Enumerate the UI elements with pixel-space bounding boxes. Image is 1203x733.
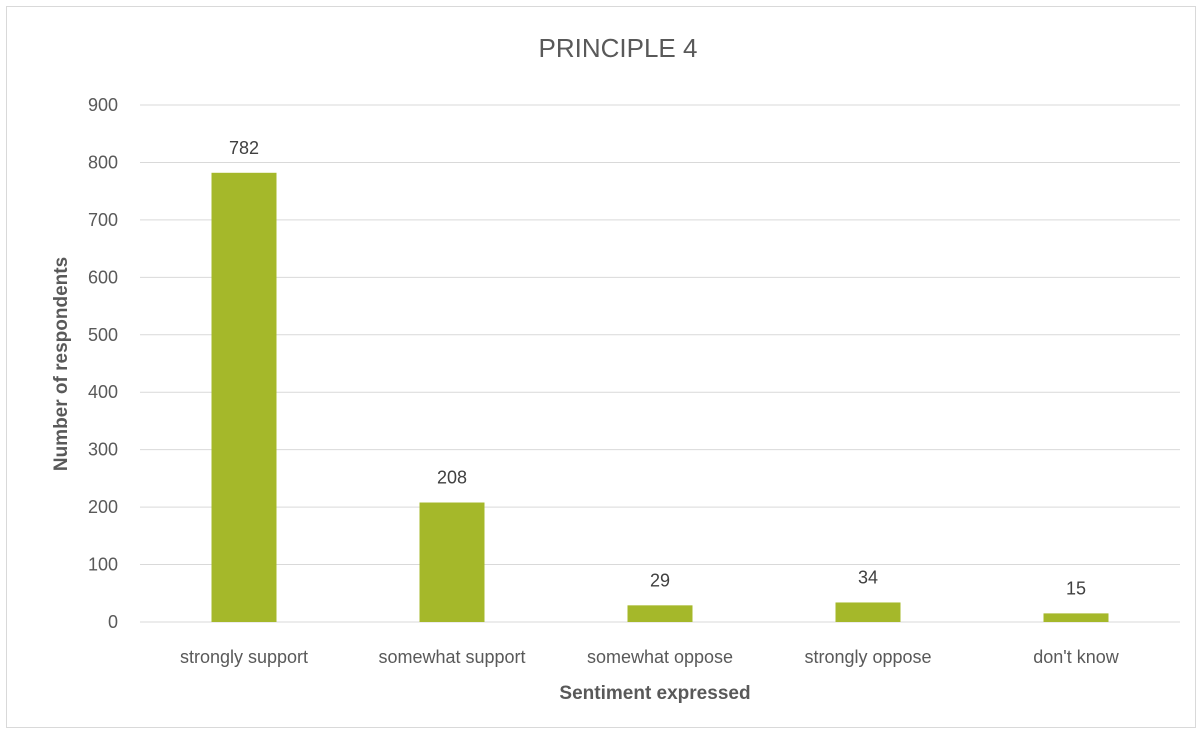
x-axis-title: Sentiment expressed (559, 683, 750, 704)
y-tick-label: 300 (88, 440, 118, 460)
data-label: 15 (1066, 578, 1086, 598)
chart-frame (6, 6, 1196, 728)
y-axis-ticks: 0 100 200 300 400 500 600 700 800 900 (88, 95, 118, 632)
y-axis-title: Number of respondents (51, 257, 72, 471)
bars (211, 172, 1109, 623)
bar (419, 502, 485, 622)
bar (835, 602, 901, 622)
x-tick-label: strongly oppose (804, 647, 931, 667)
x-tick-label: somewhat oppose (587, 647, 733, 667)
gridlines (140, 104, 1180, 623)
data-label: 29 (650, 570, 670, 590)
bar (1043, 613, 1109, 622)
data-label: 34 (858, 567, 878, 587)
y-tick-label: 900 (88, 95, 118, 115)
y-tick-label: 200 (88, 497, 118, 517)
x-tick-label: strongly support (180, 647, 308, 667)
y-tick-label: 100 (88, 555, 118, 575)
bar (627, 605, 693, 622)
y-tick-label: 400 (88, 382, 118, 402)
bar (211, 172, 277, 623)
data-label: 782 (229, 138, 259, 158)
x-axis-ticks: strongly support somewhat support somewhat… (180, 647, 1120, 667)
y-tick-label: 700 (88, 210, 118, 230)
data-labels: 782 208 29 34 15 (229, 138, 1086, 599)
y-tick-label: 800 (88, 152, 118, 172)
chart-title: PRINCIPLE 4 (539, 33, 698, 63)
y-tick-label: 500 (88, 325, 118, 345)
y-tick-label: 0 (108, 612, 118, 632)
data-label: 208 (437, 468, 467, 488)
x-tick-label: don't know (1033, 647, 1119, 667)
x-tick-label: somewhat support (378, 647, 525, 667)
y-tick-label: 600 (88, 267, 118, 287)
